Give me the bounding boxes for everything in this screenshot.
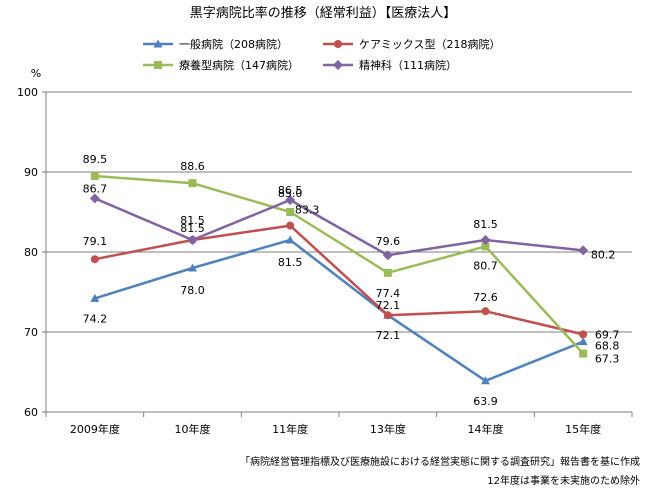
- data-point: [383, 311, 392, 320]
- data-point: [579, 349, 588, 358]
- data-point: [480, 235, 491, 245]
- data-point: [285, 235, 295, 244]
- x-tick-label: 11年度: [272, 422, 308, 436]
- legend-label: ケアミックス型（218病院）: [359, 37, 500, 51]
- legend-marker-diamond: [333, 60, 343, 70]
- data-point: [579, 330, 588, 339]
- data-point: [89, 193, 100, 204]
- data-point: [578, 337, 588, 346]
- series-lines: [89, 172, 589, 385]
- series-3: [89, 193, 589, 261]
- exclusion-note: 12年度は事業を未実施のため除外: [487, 474, 640, 487]
- legend-label: 一般病院（208病院）: [179, 37, 288, 51]
- data-label: 89.5: [83, 153, 108, 166]
- legend-label: 精神科（111病院）: [359, 58, 457, 72]
- data-point: [188, 179, 197, 188]
- data-point: [383, 268, 392, 277]
- y-tick-label: 100: [17, 86, 38, 99]
- x-tick-label: 14年度: [468, 422, 504, 436]
- data-point: [187, 235, 198, 245]
- data-point: [90, 293, 100, 302]
- series-line: [94, 174, 585, 355]
- legend-marker-circle: [334, 40, 342, 48]
- data-label: 80.2: [591, 248, 616, 261]
- data-point: [382, 250, 393, 261]
- x-tick-label: 10年度: [175, 422, 211, 436]
- data-label: 83.3: [295, 204, 320, 217]
- data-label: 88.6: [180, 160, 205, 173]
- legend-label: 療養型病院（147病院）: [179, 58, 299, 72]
- series-0: [90, 235, 588, 385]
- data-point: [481, 242, 490, 251]
- x-tick-label: 13年度: [370, 422, 406, 436]
- legend-marker-square: [154, 61, 162, 69]
- y-tick-label: 70: [24, 326, 38, 339]
- data-label: 67.3: [595, 353, 620, 366]
- data-point: [90, 255, 99, 264]
- x-tick-label: 15年度: [565, 422, 601, 436]
- chart-title: 黒字病院比率の推移（経常利益）【医療法人】: [190, 5, 457, 21]
- data-point: [188, 263, 197, 272]
- data-label: 81.5: [180, 214, 205, 227]
- data-label: 86.7: [83, 182, 108, 195]
- data-label: 79.1: [83, 235, 108, 248]
- data-point: [286, 221, 295, 230]
- series-line: [94, 197, 584, 257]
- data-label: 72.6: [473, 291, 498, 304]
- series-line: [94, 224, 584, 336]
- data-label: 81.5: [278, 256, 303, 269]
- series-line: [94, 238, 584, 383]
- data-point: [286, 208, 295, 216]
- y-tick-label: 80: [24, 246, 38, 259]
- series-1: [90, 221, 588, 339]
- gridlines: 60 70 80 90 100: [17, 86, 632, 419]
- data-label: 78.0: [180, 284, 205, 297]
- data-point: [481, 376, 490, 385]
- data-label: 80.7: [473, 259, 498, 272]
- x-tick-label: 2009年度: [70, 422, 120, 436]
- legend-marker-triangle: [153, 39, 163, 48]
- data-point: [90, 172, 99, 180]
- data-label: 74.2: [83, 312, 108, 325]
- data-label: 79.6: [376, 235, 401, 248]
- data-label: 69.7: [595, 328, 620, 341]
- data-label: 72.1: [376, 299, 401, 312]
- source-note: 「病院経営管理指標及び医療施設における経営実態に関する調査研究」報告書を基に作成: [240, 455, 640, 468]
- data-label: 77.4: [376, 287, 401, 300]
- data-label: 85.0: [278, 187, 303, 200]
- data-label: 86.5: [278, 184, 303, 197]
- legend: 一般病院（208病院） ケアミックス型（218病院） 療養型病院（147病院） 精神科…: [143, 37, 500, 72]
- data-point: [481, 307, 490, 316]
- y-axis-unit-label: %: [31, 67, 41, 80]
- data-label: 72.1: [376, 329, 401, 342]
- data-label: 81.5: [473, 218, 498, 231]
- data-label: 68.8: [595, 340, 620, 353]
- y-tick-label: 60: [24, 406, 38, 419]
- data-label: 81.5: [180, 222, 205, 235]
- axes: 2009年度 10年度 11年度 13年度 14年度 15年度: [45, 92, 633, 436]
- data-labels: 74.2 78.0 81.5 72.1 63.9 68.8 79.1 81.5 83.3 72.1…: [83, 153, 620, 408]
- y-tick-label: 90: [24, 166, 38, 179]
- series-2: [90, 172, 588, 358]
- data-point: [285, 195, 296, 205]
- data-label: 63.9: [473, 395, 498, 408]
- data-point: [578, 245, 589, 256]
